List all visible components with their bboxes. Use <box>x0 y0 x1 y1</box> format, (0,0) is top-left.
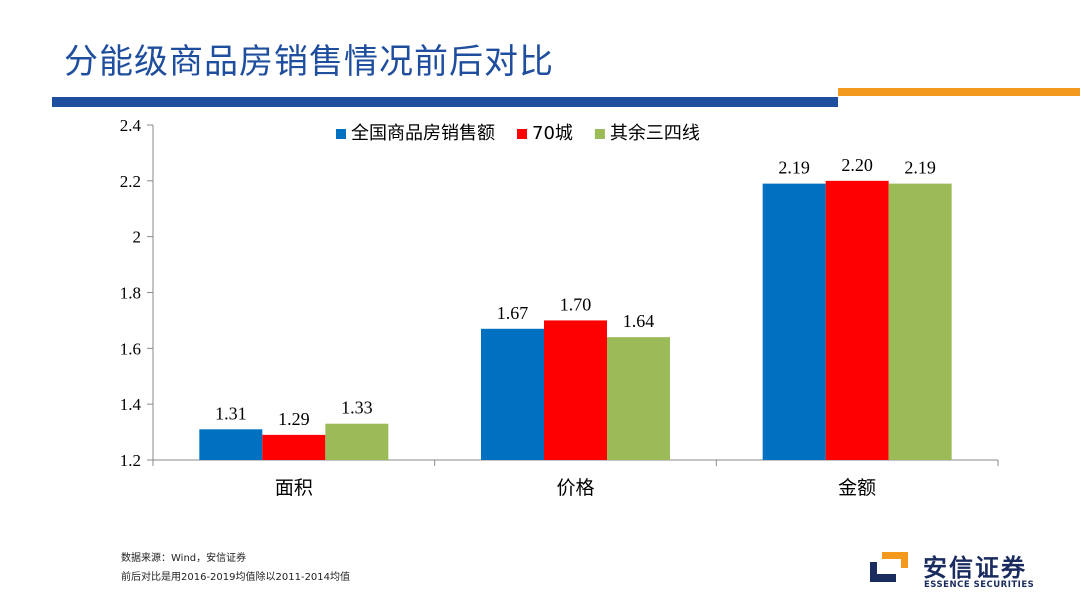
source-note: 数据来源：Wind，安信证券 <box>121 553 247 564</box>
y-tick-label: 2.2 <box>120 172 141 191</box>
data-label: 2.19 <box>778 158 810 178</box>
data-label: 2.20 <box>841 155 873 175</box>
legend-swatch-1 <box>517 129 527 139</box>
company-logo: 安信证券 ESSENCE SECURITIES <box>868 548 1068 598</box>
y-tick-label: 1.2 <box>120 451 141 470</box>
bar-1-1 <box>544 320 607 460</box>
bar-2-0 <box>762 183 826 460</box>
legend-label-2: 其余三四线 <box>610 123 700 144</box>
bar-2-2 <box>888 183 952 460</box>
method-note: 前后对比是用2016-2019均值除以2011-2014均值 <box>121 572 351 583</box>
legend-label-1: 70城 <box>532 123 573 144</box>
bar-0-0 <box>199 429 263 460</box>
logo-english-name: ESSENCE SECURITIES <box>924 580 1035 590</box>
legend-label-0: 全国商品房销售额 <box>351 123 495 144</box>
legend-swatch-2 <box>594 129 605 139</box>
legend-swatch-0 <box>336 129 346 139</box>
bar-chart: 1.2 1.4 1.6 1.8 2 2.2 2.4 1.31 1.29 1.33 面积 1.67 1.7… <box>120 116 999 499</box>
bar-0-1 <box>262 434 326 460</box>
bar-0-2 <box>325 423 389 460</box>
y-tick-label: 2.4 <box>120 116 142 135</box>
data-label: 2.19 <box>904 158 936 178</box>
bar-1-0 <box>481 328 544 460</box>
title-underline-blue <box>52 97 838 107</box>
data-label: 1.33 <box>341 398 373 418</box>
x-category-label: 金额 <box>838 477 876 499</box>
x-category-label: 价格 <box>556 477 594 499</box>
data-label: 1.64 <box>623 311 655 331</box>
data-label: 1.29 <box>278 409 310 429</box>
y-tick-label: 2 <box>133 228 142 247</box>
bar-1-2 <box>607 337 670 460</box>
y-tick-label: 1.6 <box>120 339 141 358</box>
x-category-label: 面积 <box>275 477 313 499</box>
data-label: 1.67 <box>497 303 529 323</box>
data-label: 1.70 <box>560 294 592 314</box>
y-tick-label: 1.8 <box>120 284 141 303</box>
page-title: 分能级商品房销售情况前后对比 <box>64 42 554 82</box>
bar-2-1 <box>825 180 889 461</box>
title-underline-orange <box>838 88 1080 96</box>
logo-mark-icon <box>870 552 908 582</box>
logo-chinese-name: 安信证券 <box>923 554 1027 582</box>
y-tick-label: 1.4 <box>120 395 142 414</box>
data-label: 1.31 <box>215 403 247 423</box>
